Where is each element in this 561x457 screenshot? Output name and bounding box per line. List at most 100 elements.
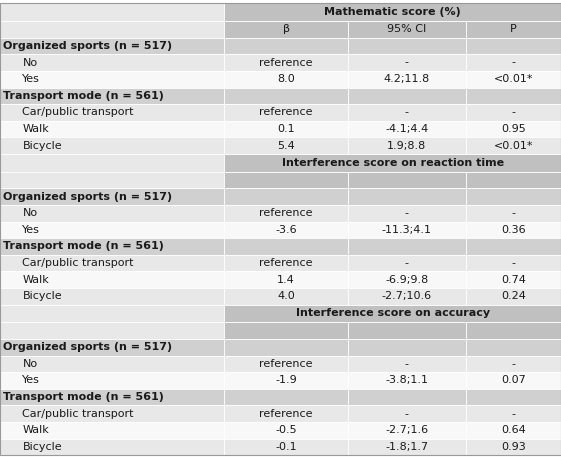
Bar <box>348 271 466 288</box>
Bar <box>0 372 224 389</box>
Bar <box>348 54 466 71</box>
Bar <box>348 372 466 389</box>
Text: -: - <box>404 258 409 268</box>
Bar <box>466 171 561 188</box>
Bar <box>466 339 561 356</box>
Text: -1.9: -1.9 <box>275 376 297 386</box>
Text: Interference score on reaction time: Interference score on reaction time <box>282 158 504 168</box>
Text: No: No <box>22 58 38 68</box>
Text: -: - <box>404 409 409 419</box>
Text: -11.3;4.1: -11.3;4.1 <box>381 225 432 235</box>
Bar <box>348 238 466 255</box>
Text: -1.8;1.7: -1.8;1.7 <box>385 442 428 452</box>
Text: 0.1: 0.1 <box>277 124 295 134</box>
Bar <box>348 21 466 37</box>
Bar <box>348 356 466 372</box>
Bar <box>0 439 224 456</box>
Bar <box>466 54 561 71</box>
Text: reference: reference <box>259 359 313 369</box>
Text: 4.0: 4.0 <box>277 292 295 302</box>
Text: Bicycle: Bicycle <box>22 292 62 302</box>
Bar <box>224 439 348 456</box>
Text: -: - <box>404 208 409 218</box>
Text: 0.36: 0.36 <box>501 225 526 235</box>
Text: 95% CI: 95% CI <box>387 24 426 34</box>
Text: Transport mode (n = 561): Transport mode (n = 561) <box>3 392 164 402</box>
Bar <box>0 37 224 54</box>
Text: Bicycle: Bicycle <box>22 141 62 151</box>
Bar <box>466 405 561 422</box>
Text: 1.9;8.8: 1.9;8.8 <box>387 141 426 151</box>
Text: Walk: Walk <box>22 425 49 436</box>
Bar <box>466 322 561 339</box>
Bar <box>348 171 466 188</box>
Bar <box>0 305 224 322</box>
Bar <box>466 255 561 271</box>
Bar <box>348 422 466 439</box>
Bar <box>224 4 561 21</box>
Text: -: - <box>404 58 409 68</box>
Text: Walk: Walk <box>22 124 49 134</box>
Text: -0.1: -0.1 <box>275 442 297 452</box>
Text: Organized sports (n = 517): Organized sports (n = 517) <box>3 41 172 51</box>
Text: P: P <box>510 24 517 34</box>
Text: -2.7;10.6: -2.7;10.6 <box>381 292 432 302</box>
Bar <box>224 238 348 255</box>
Text: Organized sports (n = 517): Organized sports (n = 517) <box>3 342 172 352</box>
Bar <box>466 37 561 54</box>
Bar <box>466 356 561 372</box>
Bar <box>0 238 224 255</box>
Bar <box>0 188 224 205</box>
Bar <box>0 154 224 171</box>
Text: Mathematic score (%): Mathematic score (%) <box>324 7 461 17</box>
Text: reference: reference <box>259 107 313 117</box>
Bar <box>348 188 466 205</box>
Bar <box>224 372 348 389</box>
Bar <box>224 88 348 104</box>
Text: -: - <box>404 107 409 117</box>
Bar <box>224 322 348 339</box>
Bar <box>466 288 561 305</box>
Text: -4.1;4.4: -4.1;4.4 <box>385 124 429 134</box>
Text: -3.6: -3.6 <box>275 225 297 235</box>
Text: -: - <box>404 359 409 369</box>
Bar <box>0 21 224 37</box>
Bar <box>348 205 466 222</box>
Text: -: - <box>511 107 516 117</box>
Bar <box>0 422 224 439</box>
Bar <box>0 271 224 288</box>
Bar <box>0 138 224 154</box>
Bar <box>224 255 348 271</box>
Bar <box>348 389 466 405</box>
Bar <box>224 422 348 439</box>
Text: reference: reference <box>259 258 313 268</box>
Text: Yes: Yes <box>22 225 40 235</box>
Text: Car/public transport: Car/public transport <box>22 107 134 117</box>
Text: reference: reference <box>259 409 313 419</box>
Text: 0.07: 0.07 <box>501 376 526 386</box>
Bar <box>0 322 224 339</box>
Bar <box>0 356 224 372</box>
Bar <box>466 104 561 121</box>
Bar <box>224 356 348 372</box>
Bar <box>466 222 561 238</box>
Bar <box>348 255 466 271</box>
Bar <box>224 171 348 188</box>
Text: Organized sports (n = 517): Organized sports (n = 517) <box>3 191 172 202</box>
Bar <box>466 439 561 456</box>
Bar <box>224 104 348 121</box>
Text: 0.24: 0.24 <box>501 292 526 302</box>
Bar <box>0 405 224 422</box>
Bar <box>466 71 561 88</box>
Bar <box>224 405 348 422</box>
Text: β: β <box>283 24 289 34</box>
Bar <box>224 205 348 222</box>
Bar <box>224 188 348 205</box>
Bar <box>224 389 348 405</box>
Text: -: - <box>511 359 516 369</box>
Text: Yes: Yes <box>22 74 40 84</box>
Text: Interference score on accuracy: Interference score on accuracy <box>296 308 490 319</box>
Text: 5.4: 5.4 <box>277 141 295 151</box>
Bar <box>224 222 348 238</box>
Bar <box>348 88 466 104</box>
